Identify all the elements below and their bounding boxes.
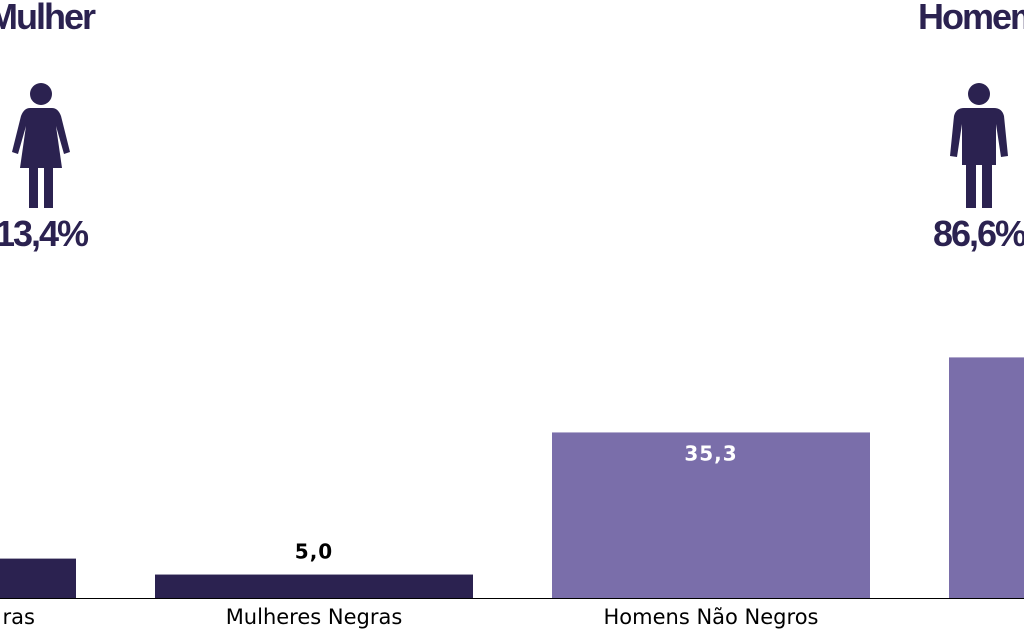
group-title: Mulher [0,0,96,37]
x-tick-label: Mulheres Negras [226,605,403,629]
group-percent: 86,6% [933,213,1024,254]
group-percent: 13,4% [0,213,89,254]
female-icon [12,83,70,208]
bar [155,574,473,598]
bar [552,432,870,598]
value-label: 5,0 [295,540,333,564]
value-label: 35,3 [684,441,737,465]
x-tick-label: ras [3,605,35,629]
group-title: Homem [918,0,1024,37]
x-tick-label: Homens Não Negros [604,605,819,629]
bar [0,558,76,598]
male-icon [950,83,1008,208]
bar [949,357,1024,598]
